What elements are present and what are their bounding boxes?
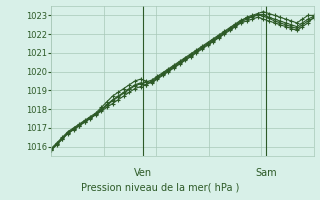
Text: Pression niveau de la mer( hPa ): Pression niveau de la mer( hPa ): [81, 182, 239, 192]
Text: Ven: Ven: [134, 168, 152, 178]
Text: Sam: Sam: [256, 168, 277, 178]
